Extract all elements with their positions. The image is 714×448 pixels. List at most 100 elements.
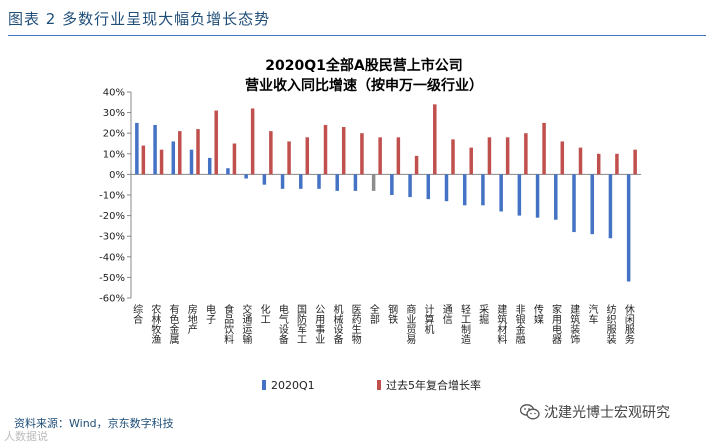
- bar-2020q1: [554, 174, 558, 220]
- category-label: 房地产: [185, 303, 197, 335]
- category-label: 建筑装饰: [568, 303, 580, 345]
- y-tick-label: 40%: [103, 88, 125, 99]
- source-note: 资料来源：Wind，京东数字科技: [14, 417, 174, 430]
- watermark-text: 沈建光博士宏观研究: [544, 405, 670, 421]
- category-label: 食品饮料: [222, 303, 234, 345]
- bar-5y-cagr: [232, 143, 237, 175]
- y-tick-label: -10%: [99, 191, 125, 202]
- bar-2020q1: [517, 174, 522, 216]
- bar-2020q1: [499, 174, 503, 212]
- bar-5y-cagr: [287, 141, 291, 175]
- bar-5y-cagr: [378, 137, 382, 175]
- bar-5y-cagr: [396, 137, 401, 175]
- bar-2020q1: [262, 174, 267, 185]
- bar-2020q1: [353, 174, 358, 191]
- bar-2020q1: [535, 174, 540, 218]
- category-label: 家用电器: [550, 303, 562, 345]
- category-label: 采掘: [477, 304, 489, 325]
- legend-label-avg5y: 过去5年复合增长率: [386, 378, 481, 392]
- category-label: 电气设备: [276, 303, 288, 345]
- bar-2020q1: [280, 174, 285, 189]
- legend-swatch-avg5y: [377, 380, 381, 390]
- y-tick-label: -60%: [99, 294, 125, 305]
- figure-title: 图表 2 多数行业呈现大幅负增长态势: [8, 8, 706, 36]
- bar-5y-cagr: [414, 155, 419, 175]
- bar-5y-cagr: [178, 131, 182, 175]
- legend-swatch-q1: [262, 380, 266, 390]
- category-label: 医药生物: [349, 304, 361, 345]
- bar-2020q1: [135, 122, 139, 175]
- bar-2020q1: [371, 174, 376, 191]
- bar-2020q1: [481, 174, 485, 206]
- bar-5y-cagr: [214, 110, 218, 175]
- bar-5y-cagr: [250, 108, 255, 175]
- bar-2020q1: [426, 174, 431, 200]
- bar-2020q1: [462, 174, 467, 206]
- legend: 2020Q1 过去5年复合增长率: [262, 378, 481, 392]
- chart-title-line-2: 营业收入同比增速（按申万一级行业）: [245, 77, 483, 94]
- category-label: 计算机: [422, 303, 434, 335]
- bar-5y-cagr: [542, 122, 546, 175]
- bar-5y-cagr: [560, 141, 565, 175]
- bar-5y-cagr: [578, 147, 583, 175]
- category-label: 有色金属: [167, 303, 179, 345]
- category-label: 钢铁: [386, 303, 398, 325]
- bar-5y-cagr: [433, 104, 437, 175]
- category-label: 农林牧渔: [149, 303, 161, 345]
- wechat-icon: [519, 404, 540, 420]
- bar-5y-cagr: [196, 129, 200, 175]
- category-label: 传媒: [531, 304, 543, 325]
- bar-2020q1: [608, 174, 613, 239]
- bar-2020q1: [189, 149, 194, 175]
- y-tick-label: -30%: [99, 232, 125, 243]
- chart-title-line-1: 2020Q1全部A股民营上市公司: [265, 57, 462, 74]
- bar-2020q1: [572, 174, 576, 233]
- y-tick-label: -40%: [99, 252, 125, 263]
- category-label: 通信: [440, 304, 452, 325]
- bar-5y-cagr: [323, 124, 328, 175]
- category-label: 公用事业: [313, 304, 325, 344]
- bar-5y-cagr: [305, 137, 310, 175]
- bar-5y-cagr: [633, 149, 637, 175]
- bar-2020q1: [590, 174, 594, 235]
- bar-2020q1: [626, 174, 631, 282]
- y-tick-label: 0%: [109, 170, 125, 181]
- bar-5y-cagr: [141, 145, 146, 175]
- bar-2020q1: [207, 157, 212, 175]
- category-label: 化工: [258, 303, 270, 324]
- y-tick-label: -50%: [99, 273, 125, 284]
- category-label: 全部: [367, 303, 379, 325]
- category-label: 综合: [131, 303, 143, 325]
- bar-2020q1: [226, 168, 230, 175]
- category-label: 轻工制造: [458, 303, 470, 344]
- bar-2020q1: [390, 174, 394, 195]
- bar-5y-cagr: [596, 153, 601, 175]
- bar-5y-cagr: [615, 153, 619, 175]
- y-tick-label: 20%: [103, 129, 125, 140]
- category-label: 建筑材料: [495, 303, 507, 345]
- y-tick-label: -20%: [99, 211, 125, 222]
- y-tick-label: 30%: [103, 108, 125, 119]
- category-label: 商业贸易: [404, 303, 416, 345]
- bar-5y-cagr: [269, 131, 273, 175]
- bar-2020q1: [171, 141, 176, 175]
- corner-logo: 人数据说: [4, 430, 48, 443]
- category-label: 汽车: [586, 303, 598, 325]
- bar-2020q1: [408, 174, 412, 198]
- bar-2020q1: [244, 174, 248, 179]
- bar-5y-cagr: [341, 127, 346, 175]
- category-label: 交通运输: [240, 303, 252, 345]
- legend-label-q1: 2020Q1: [271, 379, 315, 392]
- bar-5y-cagr: [487, 137, 492, 175]
- bar-5y-cagr: [451, 139, 455, 175]
- category-label: 机械设备: [331, 303, 343, 345]
- bar-2020q1: [317, 174, 321, 189]
- y-tick-label: 10%: [103, 149, 125, 160]
- category-label: 国防军工: [295, 304, 307, 344]
- bar-2020q1: [444, 174, 449, 202]
- bar-5y-cagr: [360, 133, 364, 175]
- category-label: 电子: [203, 303, 215, 324]
- category-label: 休闲服务: [622, 304, 634, 345]
- category-label: 非银金融: [513, 304, 525, 345]
